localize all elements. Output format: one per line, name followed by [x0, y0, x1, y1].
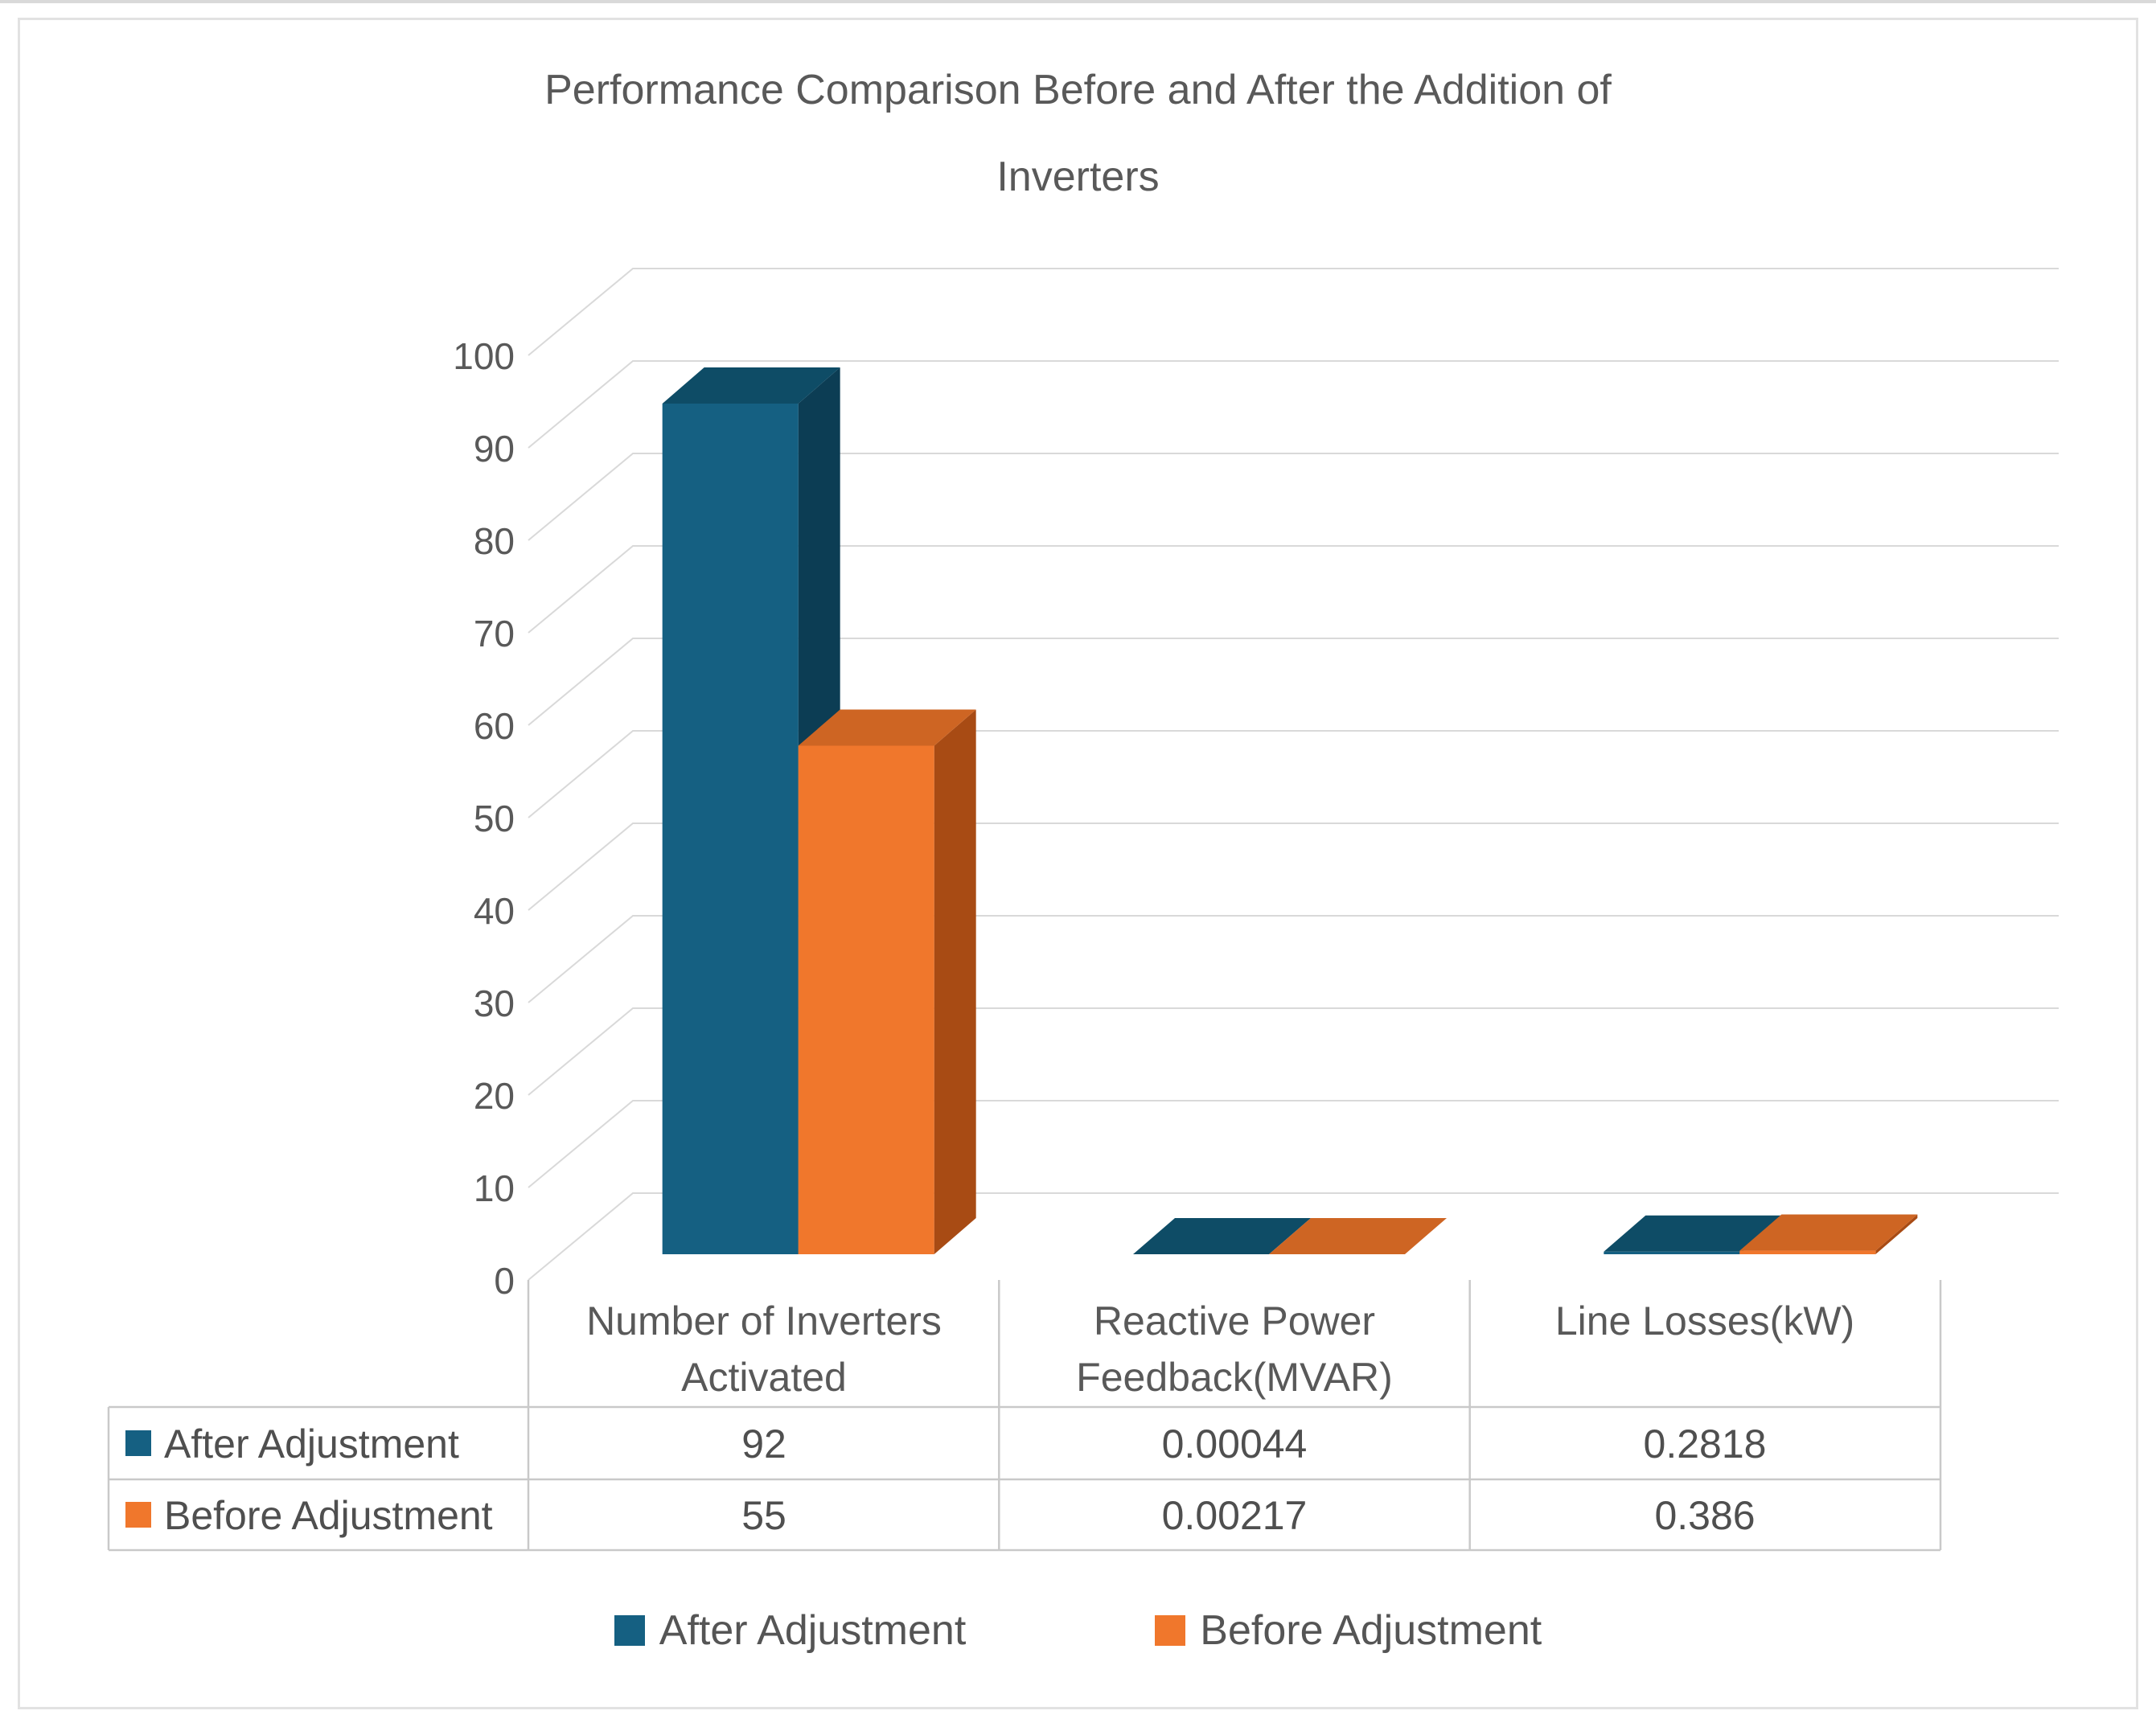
gridline-70: [528, 545, 2059, 634]
category-label-losses: Line Losses(kW): [1555, 1298, 1854, 1343]
bar-top-face: [1133, 1217, 1312, 1254]
bar-top-face: [662, 367, 840, 404]
category-label-reactive-line2: Feedback(MVAR): [1076, 1355, 1393, 1400]
chart-legend: After Adjustment Before Adjustment: [0, 1606, 2156, 1655]
table-key-before-adjustment: [125, 1502, 151, 1528]
bar-front-face: [1739, 1250, 1876, 1254]
x-axis-category-labels: Number of Inverters Activated Reactive P…: [586, 1298, 1854, 1400]
table-cell-before-reactive: 0.00217: [1162, 1493, 1308, 1538]
bar-front-face: [662, 404, 799, 1254]
y-tick-70: 70: [474, 613, 515, 654]
gridline-60: [528, 638, 2059, 726]
table-row-label-after: After Adjustment: [164, 1421, 459, 1467]
y-tick-80: 80: [474, 520, 515, 562]
bar-top-face: [1269, 1217, 1448, 1254]
y-axis: 0 10 20 30 40 50 60 70 80 90 100: [453, 335, 515, 1302]
category-label-inverters-line1: Number of Inverters: [586, 1298, 942, 1343]
legend-item-before-adjustment: Before Adjustment: [1155, 1606, 1542, 1655]
gridline-10: [528, 1100, 2059, 1188]
y-tick-40: 40: [474, 890, 515, 932]
chart-title-line-1: Performance Comparison Before and After …: [544, 67, 1612, 113]
bar-top-face: [798, 709, 976, 746]
y-tick-10: 10: [474, 1167, 515, 1209]
table-cell-before-inverters: 55: [741, 1493, 786, 1538]
table-cell-after-losses: 0.2818: [1644, 1421, 1767, 1467]
bar-front-face: [1604, 1251, 1740, 1254]
y-tick-0: 0: [494, 1260, 515, 1302]
y-tick-60: 60: [474, 705, 515, 747]
y-tick-50: 50: [474, 798, 515, 839]
bar-top-face: [1739, 1214, 1918, 1251]
category-label-inverters-line2: Activated: [681, 1355, 847, 1400]
legend-swatch-before-icon: [1155, 1615, 1186, 1646]
gridline-40: [528, 822, 2059, 911]
bar-before-adjustment-cat1: [1269, 1217, 1448, 1254]
window-top-edge: [0, 0, 2156, 3]
chart-title: Performance Comparison Before and After …: [0, 47, 2156, 220]
legend-label-before: Before Adjustment: [1200, 1607, 1542, 1654]
bar-front-face: [798, 745, 934, 1254]
bars: [662, 367, 1918, 1255]
y-tick-20: 20: [474, 1075, 515, 1117]
gridlines: [528, 268, 2059, 1281]
table-cell-before-losses: 0.386: [1654, 1493, 1755, 1538]
table-key-after-adjustment: [125, 1430, 151, 1456]
bar-side-face: [1875, 1214, 1918, 1254]
category-label-reactive-line1: Reactive Power: [1094, 1298, 1375, 1343]
legend-label-after: After Adjustment: [659, 1607, 967, 1654]
bar-side-face: [934, 709, 976, 1254]
data-table-grid: [107, 1280, 1942, 1552]
gridline-0: [528, 1192, 2059, 1281]
y-tick-100: 100: [453, 335, 515, 377]
legend-swatch-after-icon: [614, 1615, 645, 1646]
data-table: After Adjustment Before Adjustment 92 0.…: [125, 1421, 1766, 1538]
bar-top-face: [1604, 1215, 1782, 1252]
gridline-30: [528, 915, 2059, 1003]
table-cell-after-inverters: 92: [741, 1421, 786, 1467]
table-row-label-before: Before Adjustment: [164, 1493, 493, 1538]
gridline-100: [528, 268, 2059, 356]
y-tick-30: 30: [474, 982, 515, 1024]
table-cell-after-reactive: 0.00044: [1162, 1421, 1308, 1467]
gridline-90: [528, 360, 2059, 449]
gridline-20: [528, 1007, 2059, 1096]
chart-title-line-2: Inverters: [996, 154, 1160, 200]
bar-before-adjustment-cat2: [1739, 1214, 1918, 1254]
bar-before-adjustment-cat0: [798, 709, 976, 1254]
gridline-50: [528, 730, 2059, 818]
gridline-80: [528, 453, 2059, 541]
legend-item-after-adjustment: After Adjustment: [614, 1606, 967, 1655]
bar-side-face: [1405, 1217, 1448, 1254]
y-tick-90: 90: [474, 428, 515, 470]
